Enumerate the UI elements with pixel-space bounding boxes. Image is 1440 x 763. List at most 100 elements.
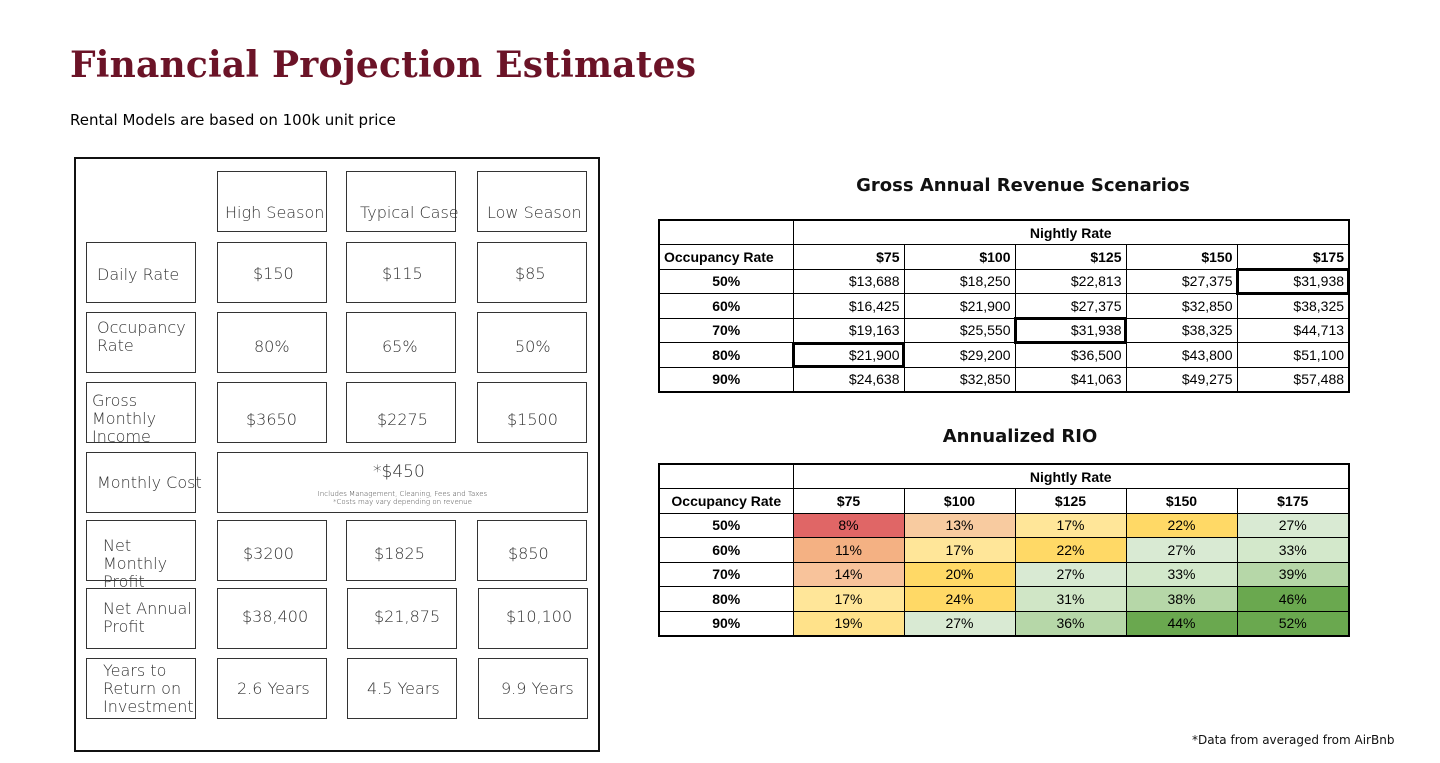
revenue-cell: $32,850	[903, 366, 1016, 392]
rio-cell: 22%	[1125, 512, 1238, 538]
rio-cell: 27%	[1125, 537, 1238, 563]
value-text: $150	[253, 264, 294, 283]
table-row: 60% 11% 17% 22% 27% 33%	[658, 537, 1350, 563]
nightly-rate-header: Nightly Rate	[792, 463, 1350, 489]
blank-header-cell	[658, 219, 794, 245]
rate-header: $175	[1236, 488, 1350, 514]
rio-cell: 13%	[903, 512, 1016, 538]
rate-header: $150	[1125, 244, 1238, 270]
row-label-years-to-roi: Years to Return on Investment	[86, 658, 196, 719]
revenue-cell: $41,063	[1014, 366, 1127, 392]
column-header-label: Typical Case	[360, 203, 459, 222]
revenue-cell: $27,375	[1125, 268, 1238, 294]
table-row: 60% $16,425 $21,900 $27,375 $32,850 $38,325	[658, 293, 1350, 319]
rio-cell: 27%	[903, 610, 1016, 636]
rio-cell: 24%	[903, 586, 1016, 612]
occupancy-cell: 70%	[658, 317, 794, 343]
row-label: Occupancy Rate	[97, 318, 186, 355]
revenue-cell: $27,375	[1014, 293, 1127, 319]
rio-cell: 19%	[792, 610, 905, 636]
row-label-occupancy-rate: Occupancy Rate	[86, 312, 196, 373]
value-cell: $2275	[346, 382, 456, 443]
table-row: 90% 19% 27% 36% 44% 52%	[658, 610, 1350, 636]
table-row: Occupancy Rate $75 $100 $125 $150 $175	[658, 488, 1350, 514]
rio-cell: 20%	[903, 561, 1016, 587]
value-cell: $3200	[217, 520, 327, 581]
nightly-rate-header: Nightly Rate	[792, 219, 1350, 245]
rio-cell: 38%	[1125, 586, 1238, 612]
revenue-cell: $31,938	[1235, 268, 1351, 295]
value-cell: $115	[346, 242, 456, 303]
table-row: 70% $19,163 $25,550 $31,938 $38,325 $44,713	[658, 317, 1350, 344]
revenue-cell: $43,800	[1125, 342, 1238, 368]
table-row: 80% $21,900 $29,200 $36,500 $43,800 $51,100	[658, 341, 1350, 368]
value-text: $10,100	[506, 607, 573, 626]
value-text: 9.9 Years	[501, 679, 574, 698]
rio-cell: 17%	[903, 537, 1016, 563]
value-cell: 65%	[346, 312, 456, 373]
occupancy-cell: 80%	[658, 342, 794, 368]
value-cell: $850	[477, 520, 587, 581]
rate-header: $100	[903, 244, 1016, 270]
rio-table-title: Annualized RIO	[942, 426, 1098, 447]
table-row: 80% 17% 24% 31% 38% 46%	[658, 586, 1350, 612]
rate-header: $100	[903, 488, 1016, 514]
value-text: $85	[515, 264, 546, 283]
row-label: Net Annual Profit	[103, 599, 192, 636]
occupancy-rate-header: Occupancy Rate	[658, 244, 794, 270]
rio-cell: 52%	[1236, 610, 1350, 636]
rate-header: $125	[1014, 488, 1127, 514]
row-label: Gross Monthly Income	[92, 391, 157, 446]
value-cell: $85	[477, 242, 587, 303]
value-text: 80%	[254, 337, 290, 356]
revenue-cell: $13,688	[792, 268, 905, 294]
column-header-high-season: High Season	[217, 171, 327, 232]
value-cell: $150	[217, 242, 327, 303]
table-row: 50% 8% 13% 17% 22% 27%	[658, 512, 1350, 538]
value-cell: $1500	[477, 382, 587, 443]
table-row: Occupancy Rate $75 $100 $125 $150 $175	[658, 244, 1350, 270]
revenue-table: Nightly Rate Occupancy Rate $75 $100 $125 $15…	[658, 219, 1351, 393]
revenue-cell: $18,250	[903, 268, 1016, 294]
monthly-cost-value: *$450	[373, 462, 425, 482]
table-row: Nightly Rate	[658, 219, 1350, 245]
monthly-cost-note: Includes Management, Cleaning, Fees and …	[317, 490, 488, 498]
table-row: 70% 14% 20% 27% 33% 39%	[658, 561, 1350, 587]
row-label-net-monthly-profit: Net Monthly Profit	[86, 520, 196, 591]
rate-header: $125	[1014, 244, 1127, 270]
occupancy-cell: 50%	[658, 512, 794, 538]
revenue-cell: $32,850	[1125, 293, 1238, 319]
revenue-table-title: Gross Annual Revenue Scenarios	[856, 175, 1190, 196]
rio-cell: 27%	[1236, 512, 1350, 538]
occupancy-cell: 70%	[658, 561, 794, 587]
value-cell: $21,875	[347, 588, 457, 649]
rio-cell: 31%	[1014, 586, 1127, 612]
monthly-cost-cell: *$450 Includes Management, Cleaning, Fee…	[217, 452, 588, 513]
revenue-cell: $29,200	[903, 342, 1016, 368]
column-header-label: Low Season	[487, 203, 582, 222]
rio-cell: 46%	[1236, 586, 1350, 612]
table-row: 90% $24,638 $32,850 $41,063 $49,275 $57,488	[658, 366, 1350, 392]
revenue-cell: $16,425	[792, 293, 905, 319]
revenue-cell: $21,900	[792, 341, 905, 368]
value-text: $38,400	[242, 607, 309, 626]
value-cell: $38,400	[217, 588, 327, 649]
value-text: $850	[508, 544, 549, 563]
page-title: Financial Projection Estimates	[70, 44, 697, 86]
rio-cell: 8%	[792, 512, 905, 538]
value-text: $115	[382, 264, 423, 283]
rio-cell: 17%	[1014, 512, 1127, 538]
value-text: $1500	[507, 410, 558, 429]
rio-cell: 17%	[792, 586, 905, 612]
comparison-panel: High Season Typical Case Low Season Dail…	[74, 157, 600, 752]
table-row: 50% $13,688 $18,250 $22,813 $27,375 $31,938	[658, 268, 1351, 295]
revenue-cell: $51,100	[1236, 342, 1350, 368]
value-text: $3650	[246, 410, 297, 429]
occupancy-cell: 60%	[658, 537, 794, 563]
revenue-cell: $19,163	[792, 317, 905, 343]
revenue-cell: $21,900	[903, 293, 1016, 319]
revenue-cell: $44,713	[1236, 317, 1350, 343]
value-cell: $3650	[217, 382, 327, 443]
revenue-cell: $38,325	[1125, 317, 1238, 343]
occupancy-cell: 80%	[658, 586, 794, 612]
